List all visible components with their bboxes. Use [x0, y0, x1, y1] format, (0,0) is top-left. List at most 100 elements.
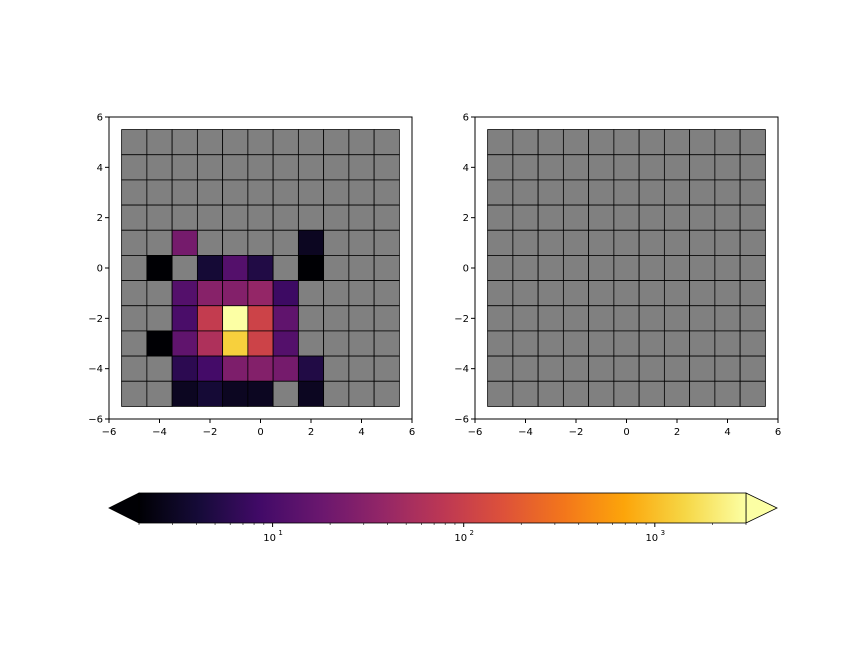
heatmap-cell	[247, 255, 274, 281]
heatmap-cell	[247, 305, 274, 332]
heatmap-cell	[588, 129, 615, 156]
heatmap-cell	[512, 305, 539, 332]
y-tick-label: 4	[97, 163, 103, 174]
heatmap-cell	[272, 305, 299, 332]
heatmap-cell	[272, 129, 299, 156]
heatmap-cell	[348, 154, 375, 181]
heatmap-cell	[323, 255, 350, 281]
heatmap-cell	[222, 305, 249, 332]
heatmap-cell	[689, 355, 716, 382]
heatmap-cell	[222, 204, 249, 231]
heatmap-cell	[638, 255, 665, 281]
heatmap-cell	[323, 380, 350, 407]
heatmap-cell	[121, 380, 148, 407]
heatmap-cell	[121, 129, 148, 156]
heatmap-cell	[373, 380, 400, 407]
colorbar-tick-label: 10	[454, 533, 467, 544]
y-tick-label: −2	[454, 314, 469, 325]
heatmap-cell	[663, 305, 691, 332]
heatmap-cell	[487, 229, 514, 256]
heatmap-cell	[562, 204, 590, 231]
heatmap-cell	[121, 229, 148, 256]
heatmap-cell	[739, 129, 766, 156]
heatmap-cell	[297, 154, 325, 181]
heatmap-cell	[739, 380, 766, 407]
heatmap-cell	[348, 355, 375, 382]
y-tick-label: −4	[88, 364, 103, 375]
heatmap-cell	[146, 154, 173, 181]
x-tick-label: 0	[623, 427, 629, 438]
heatmap-cell	[689, 179, 716, 206]
x-tick-label: 6	[409, 427, 415, 438]
heatmap-cell	[121, 280, 148, 307]
heatmap-cell	[323, 280, 350, 307]
heatmap-cell	[714, 129, 741, 156]
heatmap-cell	[638, 179, 665, 206]
heatmap-cell	[663, 255, 691, 281]
heatmap-cell	[272, 179, 299, 206]
heatmap-cell	[663, 355, 691, 382]
heatmap-cell	[348, 204, 375, 231]
heatmap-cell	[373, 305, 400, 332]
heatmap-cell	[714, 179, 741, 206]
x-tick-label: 4	[358, 427, 364, 438]
heatmap-cell	[146, 280, 173, 307]
heatmap-cell	[272, 204, 299, 231]
heatmap-cell	[739, 204, 766, 231]
heatmap-cell	[171, 280, 198, 307]
heatmap-cell	[348, 255, 375, 281]
heatmap-cell	[323, 305, 350, 332]
heatmap-cell	[323, 129, 350, 156]
heatmap-cell	[121, 154, 148, 181]
heatmap-cell	[638, 129, 665, 156]
heatmap-cell	[297, 380, 325, 407]
heatmap-cell	[196, 280, 224, 307]
y-tick-label: −2	[88, 314, 103, 325]
heatmap-cell	[247, 204, 274, 231]
heatmap-cell	[373, 255, 400, 281]
heatmap-cell	[689, 255, 716, 281]
heatmap-cell	[196, 179, 224, 206]
heatmap-cell	[739, 154, 766, 181]
heatmap-cell	[638, 380, 665, 407]
heatmap-cell	[512, 280, 539, 307]
heatmap-cell	[222, 129, 249, 156]
heatmap-cell	[562, 305, 590, 332]
heatmap-cell	[537, 355, 564, 382]
x-tick-label: −4	[152, 427, 167, 438]
heatmap-cell	[146, 305, 173, 332]
heatmap-cell	[613, 129, 640, 156]
heatmap-cell	[171, 129, 198, 156]
heatmap-cell	[348, 380, 375, 407]
heatmap-cell	[512, 154, 539, 181]
heatmap-cell	[247, 129, 274, 156]
heatmap-cell	[588, 229, 615, 256]
heatmap-cell	[247, 154, 274, 181]
heatmap-cell	[272, 229, 299, 256]
heatmap-cell	[171, 179, 198, 206]
heatmap-cell	[588, 380, 615, 407]
heatmap-cell	[272, 355, 299, 382]
heatmap-cell	[487, 255, 514, 281]
heatmap-cell	[739, 305, 766, 332]
colorbar-tick-exponent: 1	[278, 529, 282, 537]
heatmap-cell	[512, 179, 539, 206]
heatmap-cell	[121, 255, 148, 281]
heatmap-cell	[171, 330, 198, 357]
x-tick-label: 0	[257, 427, 263, 438]
heatmap-cell	[689, 280, 716, 307]
heatmap-cell	[247, 179, 274, 206]
heatmap-cell	[297, 229, 325, 256]
heatmap-cell	[373, 229, 400, 256]
heatmap-cell	[272, 154, 299, 181]
heatmap-cell	[171, 255, 198, 281]
heatmap-cell	[613, 255, 640, 281]
heatmap-cell	[222, 380, 249, 407]
heatmap-cell	[588, 255, 615, 281]
heatmap-cell	[323, 154, 350, 181]
heatmap-cell	[537, 280, 564, 307]
heatmap-panel-2: −6 −4 −2 0 2 4 6 6 4 2 0 −2 −4 −6	[454, 113, 781, 439]
heatmap-cell	[613, 154, 640, 181]
heatmap-cell	[196, 255, 224, 281]
heatmap-cell	[121, 179, 148, 206]
